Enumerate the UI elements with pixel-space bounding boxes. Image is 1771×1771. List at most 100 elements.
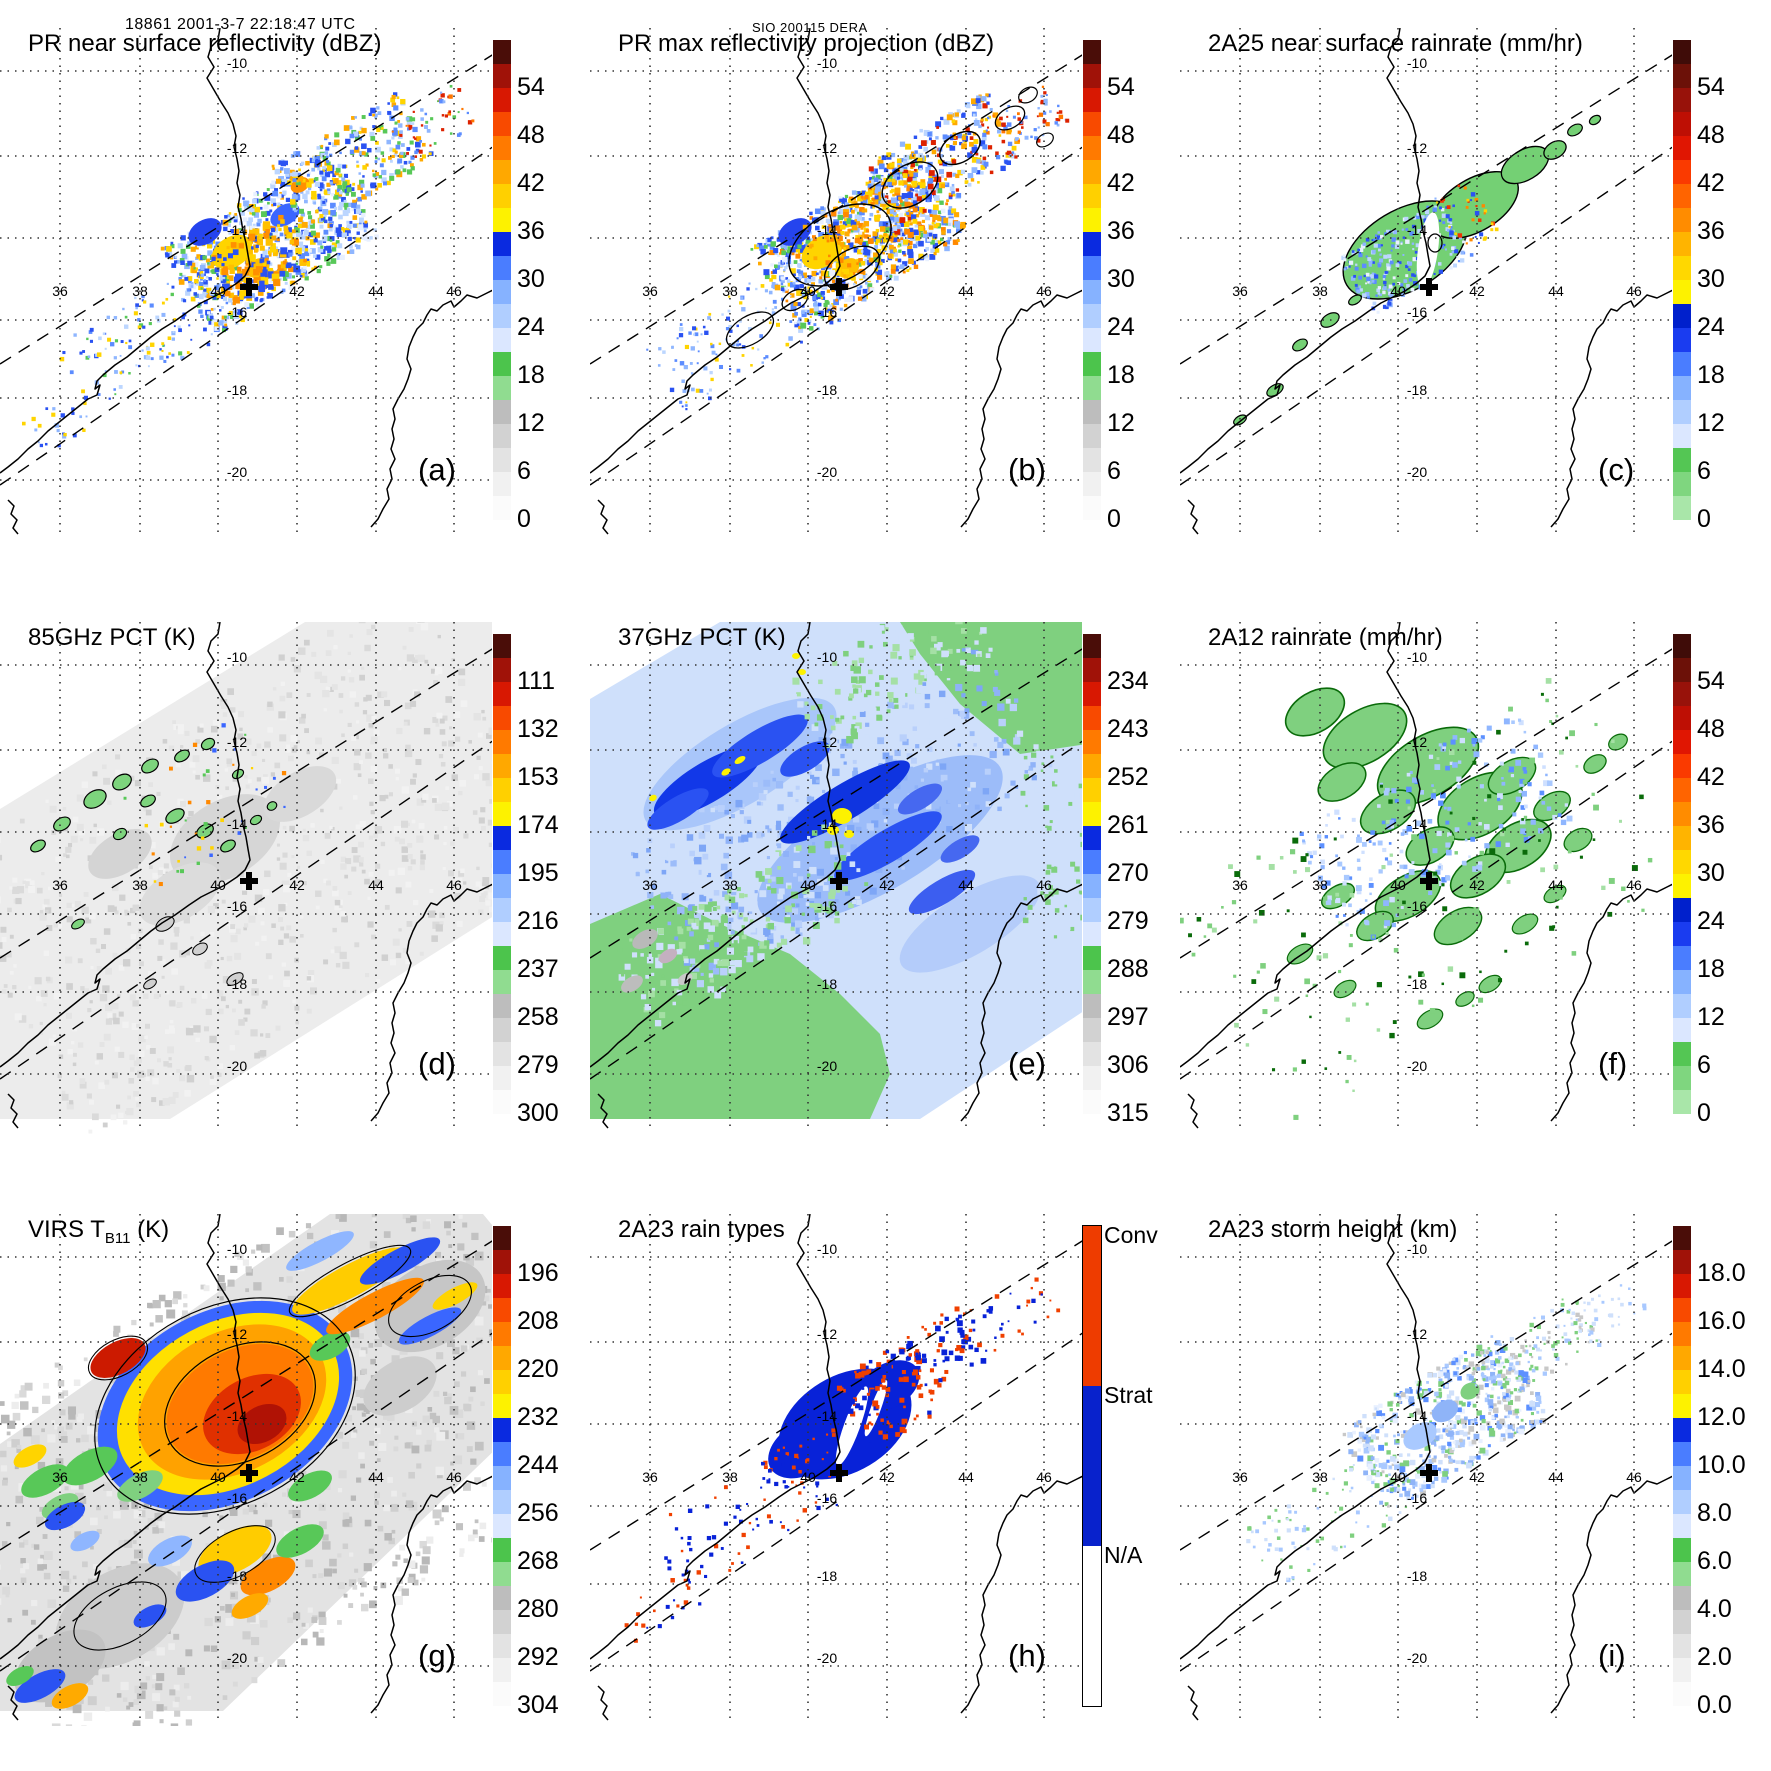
coastline [1550,289,1672,528]
colorbar-segment [1673,1226,1691,1250]
coastline [1550,883,1672,1122]
lat-label: -16 [1407,1490,1427,1506]
colorbar-tick-label: 258 [517,1003,559,1031]
colorbar-segment [1673,40,1691,64]
lon-label: 38 [132,1469,148,1485]
colorbar-segment [1673,352,1691,376]
coastline [590,622,841,1068]
colorbar-segment [1673,1442,1691,1466]
panel-a: 36 38 40 42 44 46 -10 -12 -14 -16 -18 -20 PR near su… [0,0,590,592]
colorbar-d [493,634,511,1114]
lon-label: 40 [800,877,816,893]
swath-edge-line [0,1332,492,1672]
colorbar-tick-label: 315 [1107,1099,1149,1127]
colorbar-segment [1083,634,1101,658]
colorbar-tick-label: 42 [1697,763,1725,791]
lat-label: -10 [817,649,837,665]
storm-center-plus-marker [830,872,848,890]
panel-h: 36 38 40 42 44 46 -10 -12 -14 -16 -18 -20 2A23 rain … [590,1186,1180,1771]
lat-label: -10 [817,1241,837,1257]
panel-letter-f: (f) [1598,1046,1628,1081]
run-id-header: SIO 200115 DERA [752,20,868,35]
colorbar-segment [1673,754,1691,778]
colorbar-segment [1083,730,1101,754]
colorbar-tick-label: 132 [517,715,559,743]
coastline [0,622,251,1068]
colorbar-segment [493,376,511,400]
colorbar-tick-label: 2.0 [1697,1643,1732,1671]
colorbar-segment [493,328,511,352]
coastline [1180,1214,1431,1660]
map-a: 36 38 40 42 44 46 -10 -12 -14 -16 -18 -20 [0,28,492,538]
lon-label: 42 [1469,877,1485,893]
swath-edge-line [590,146,1082,486]
lat-label: -12 [817,140,837,156]
colorbar-segment [1673,1682,1691,1706]
lon-label: 38 [1312,1469,1328,1485]
colorbar-segment [493,424,511,448]
storm-center-plus-marker [240,278,258,296]
colorbar-segment [1673,802,1691,826]
colorbar-segment [1673,1514,1691,1538]
colorbar-g [493,1226,511,1706]
colorbar-tick-label: 6 [1697,1051,1711,1079]
lat-label: -12 [1407,1326,1427,1342]
colorbar-segment [1083,232,1101,256]
colorbar-segment [493,1610,511,1634]
colorbar-tick-label: 234 [1107,667,1149,695]
lon-label: 40 [1390,283,1406,299]
panel-letter-d: (d) [418,1046,456,1081]
colorbar-segment [493,1322,511,1346]
lon-label: 40 [800,1469,816,1485]
colorbar-tick-label: 42 [517,169,545,197]
lat-label: -12 [227,1326,247,1342]
colorbar-c [1673,40,1691,520]
map-d: 36 38 40 42 44 46 -10 -12 -14 -16 -18 -20 [0,622,492,1134]
lat-label: -10 [1407,55,1427,71]
lon-label: 38 [132,877,148,893]
coastline [960,883,1082,1122]
coastline [960,289,1082,528]
colorbar-segment [1673,304,1691,328]
lon-label: 44 [1548,877,1564,893]
colorbar-segment [1083,88,1101,112]
colorbar-tick-label: 36 [1697,217,1725,245]
colorbar-tick-label: 306 [1107,1051,1149,1079]
lat-label: -16 [227,304,247,320]
colorbar-tick-label: 244 [517,1451,559,1479]
swath-edge-line [0,740,492,1080]
colorbar-f [1673,634,1691,1114]
colorbar-tick-label: 174 [517,811,559,839]
lon-label: 36 [1232,877,1248,893]
colorbar-segment [493,1634,511,1658]
lat-label: -12 [1407,140,1427,156]
colorbar-segment [1673,1274,1691,1298]
lon-label: 46 [1626,1469,1642,1485]
lat-label: -18 [817,382,837,398]
colorbar-tick-label: 18 [517,361,545,389]
colorbar-segment [493,1466,511,1490]
colorbar-segment [1673,1538,1691,1562]
map-b: 36 38 40 42 44 46 -10 -12 -14 -16 -18 -20 [590,28,1082,538]
colorbar-segment [1083,160,1101,184]
colorbar-segment [1673,682,1691,706]
colorbar-segment-na [1083,1546,1101,1706]
colorbar-segment [1673,1370,1691,1394]
colorbar-tick-label: 0 [1697,1099,1711,1127]
colorbar-tick-label: 0 [1697,505,1711,533]
panel-title-f: 2A12 rainrate (mm/hr) [1208,624,1443,651]
lat-label: -18 [1407,382,1427,398]
colorbar-segment [1673,1634,1691,1658]
colorbar-tick-label: 42 [1107,169,1135,197]
colorbar-segment [493,400,511,424]
colorbar-segment [1673,1562,1691,1586]
colorbar-segment [1083,136,1101,160]
colorbar-segment [1673,232,1691,256]
colorbar-tick-label: 232 [517,1403,559,1431]
lat-label: -12 [1407,734,1427,750]
colorbar-segment [493,64,511,88]
panel-letter-b: (b) [1008,452,1046,487]
colorbar-tick-label: 36 [1107,217,1135,245]
lat-label: -14 [1407,222,1427,238]
lon-label: 42 [879,1469,895,1485]
